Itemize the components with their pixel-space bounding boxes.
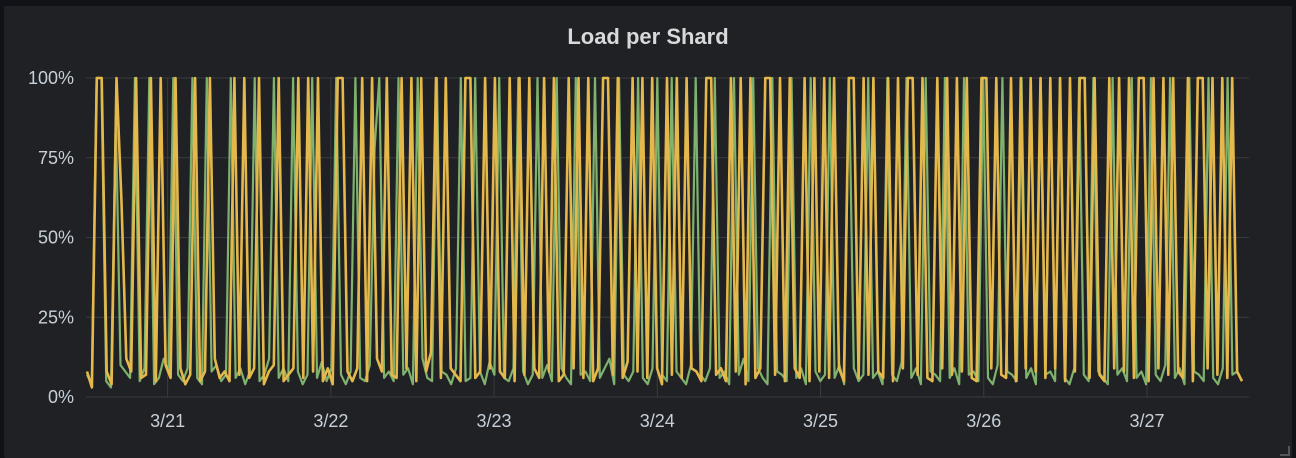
x-tick-label: 3/24 (640, 411, 675, 431)
series-group (85, 76, 1244, 389)
series-line-1 (86, 76, 1243, 389)
y-tick-label: 100% (28, 68, 74, 88)
x-tick-label: 3/27 (1129, 411, 1164, 431)
resize-handle-icon[interactable] (1280, 446, 1290, 456)
x-tick-label: 3/22 (313, 411, 348, 431)
series-line-2 (85, 76, 1244, 389)
y-tick-label: 75% (38, 148, 74, 168)
y-tick-label: 25% (38, 307, 74, 327)
chart-title: Load per Shard (567, 24, 729, 49)
x-tick-label: 3/26 (966, 411, 1001, 431)
x-tick-label: 3/21 (150, 411, 185, 431)
y-tick-label: 50% (38, 228, 74, 248)
x-tick-label: 3/25 (803, 411, 838, 431)
y-tick-label: 0% (48, 387, 74, 407)
y-axis: 0% 25% 50% 75% 100% (28, 68, 74, 407)
x-tick-label: 3/23 (477, 411, 512, 431)
x-axis: 3/21 3/22 3/23 3/24 3/25 3/26 3/27 (150, 411, 1164, 431)
